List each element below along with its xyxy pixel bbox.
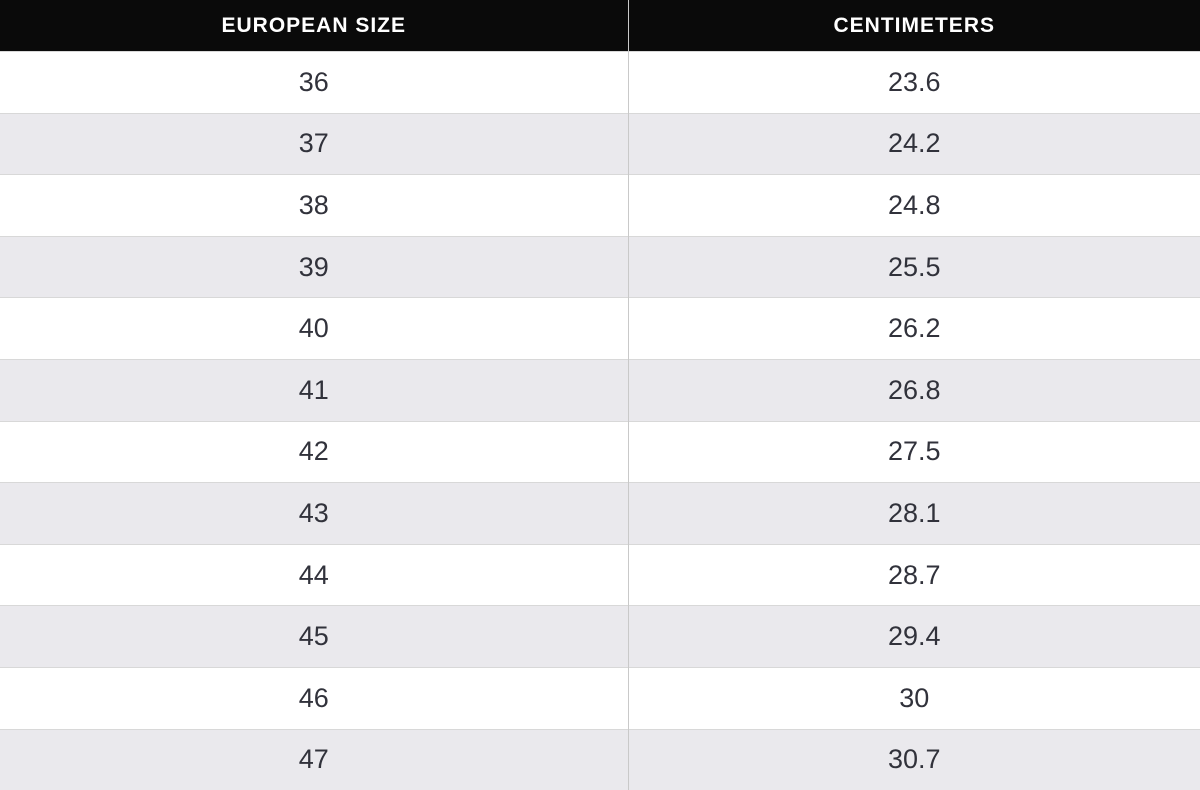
- centimeters-cell: 25.5: [628, 236, 1200, 298]
- eu-size-cell: 40: [0, 298, 628, 360]
- eu-size-cell: 37: [0, 113, 628, 175]
- eu-size-cell: 36: [0, 52, 628, 114]
- eu-size-cell: 39: [0, 236, 628, 298]
- table-header: EUROPEAN SIZE CENTIMETERS: [0, 0, 1200, 52]
- centimeters-cell: 30: [628, 667, 1200, 729]
- centimeters-cell: 28.7: [628, 544, 1200, 606]
- eu-size-cell: 46: [0, 667, 628, 729]
- centimeters-cell: 23.6: [628, 52, 1200, 114]
- eu-size-cell: 42: [0, 421, 628, 483]
- centimeters-cell: 28.1: [628, 483, 1200, 545]
- centimeters-cell: 24.8: [628, 175, 1200, 237]
- eu-size-cell: 47: [0, 729, 628, 790]
- centimeters-cell: 26.2: [628, 298, 1200, 360]
- centimeters-cell: 27.5: [628, 421, 1200, 483]
- eu-size-cell: 44: [0, 544, 628, 606]
- column-header-european-size: EUROPEAN SIZE: [0, 0, 628, 52]
- column-header-centimeters: CENTIMETERS: [628, 0, 1200, 52]
- eu-size-cell: 41: [0, 359, 628, 421]
- centimeters-cell: 29.4: [628, 606, 1200, 668]
- eu-size-cell: 45: [0, 606, 628, 668]
- table-header-row: EUROPEAN SIZE CENTIMETERS: [0, 0, 1200, 52]
- centimeters-cell: 26.8: [628, 359, 1200, 421]
- centimeters-cell: 30.7: [628, 729, 1200, 790]
- eu-size-cell: 43: [0, 483, 628, 545]
- centimeters-cell: 24.2: [628, 113, 1200, 175]
- eu-size-cell: 38: [0, 175, 628, 237]
